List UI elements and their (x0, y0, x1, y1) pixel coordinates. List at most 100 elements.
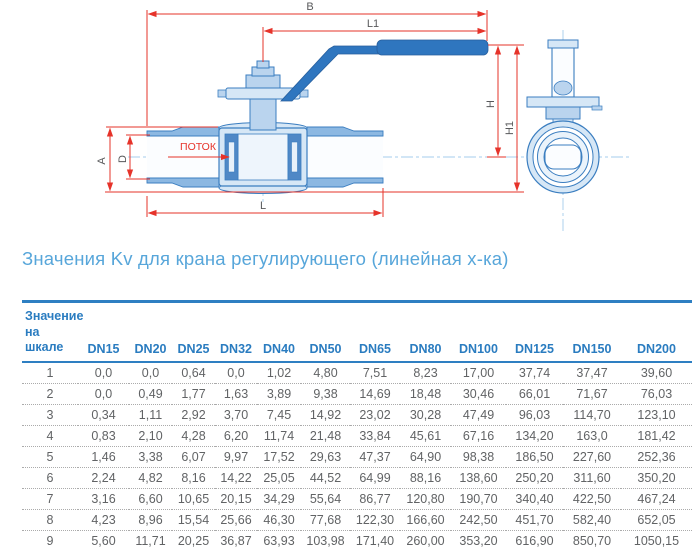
kv-value-cell: 3,16 (91, 491, 116, 506)
right-pipe-wall-bottom (306, 177, 384, 188)
kv-row-scale-9: 9 5,60 11,71 20,25 36,87 63,93 103,98 171,40 260… (22, 530, 692, 551)
kv-row-scale-3: 3 0,34 1,11 2,92 3,70 7,45 14,92 23,02 30,28 47,4… (22, 404, 692, 426)
kv-value-cell: 190,70 (459, 491, 498, 506)
kv-value-cell: 2,24 (91, 470, 116, 485)
kv-value-cell: 1,77 (181, 386, 206, 401)
kv-value-cell: 0,64 (181, 365, 206, 380)
kv-value-cell: 39,60 (640, 365, 673, 380)
kv-value-cell: 25,66 (220, 512, 252, 527)
kv-value-cell: 2,10 (138, 428, 163, 443)
kv-value-cell: 17,00 (462, 365, 495, 380)
kv-value-cell: 96,03 (518, 407, 551, 422)
dn-column-header-dn40: DN40 (263, 341, 295, 356)
kv-value-cell: 46,30 (263, 512, 295, 527)
dn-column-header-dn20: DN20 (134, 341, 167, 356)
dim-label-d: D (117, 155, 129, 163)
kv-value-cell: 1,46 (91, 449, 116, 464)
kv-value-cell: 103,98 (306, 533, 345, 548)
kv-value-cell: 21,48 (309, 428, 342, 443)
kv-value-cell: 652,05 (637, 512, 676, 527)
kv-value-cell: 8,23 (413, 365, 438, 380)
kv-value-cell: 30,46 (462, 386, 495, 401)
kv-value-cell: 77,68 (309, 512, 342, 527)
kv-value-cell: 4,80 (313, 365, 338, 380)
kv-table-container: Значение на шкале DN15 DN20 DN25 DN32 DN40 DN… (22, 300, 692, 551)
dn-column-header-dn65: DN65 (359, 341, 391, 356)
kv-row-scale-7: 7 3,16 6,60 10,65 20,15 34,29 55,64 86,77 120,80… (22, 488, 692, 510)
kv-row-scale-4: 4 0,83 2,10 4,28 6,20 11,74 21,48 33,84 45,61 67,… (22, 425, 692, 447)
kv-value-cell: 122,30 (355, 512, 395, 527)
kv-value-cell: 616,90 (515, 533, 554, 548)
scale-value-cell: 7 (46, 491, 54, 506)
valve-side-view (526, 39, 603, 194)
scale-value-cell: 1 (46, 365, 54, 380)
kv-value-cell: 98,38 (462, 449, 495, 464)
stem-nut-end (553, 80, 573, 96)
left-pipe-wall-bottom (146, 177, 220, 188)
kv-value-cell: 353,20 (459, 533, 498, 548)
scale-header-line2: на шкале (25, 324, 64, 355)
kv-value-cell: 76,03 (640, 386, 673, 401)
kv-value-cell: 186,50 (515, 449, 554, 464)
scale-value-cell: 6 (46, 470, 54, 485)
dn-column-header-dn25: DN25 (177, 341, 210, 356)
ball-port-end (544, 144, 582, 170)
kv-value-cell: 6,07 (181, 449, 206, 464)
ball-chamber (237, 133, 289, 181)
valve-technical-drawing: B L1 H H1 A D L ПОТОК (96, 1, 632, 232)
kv-value-cell: 11,74 (263, 428, 295, 443)
right-pipe-bore (307, 136, 383, 178)
kv-value-cell: 250,20 (515, 470, 554, 485)
dn-column-header-dn80: DN80 (409, 341, 442, 356)
kv-value-cell: 11,71 (135, 533, 166, 548)
kv-value-cell: 0,0 (94, 386, 113, 401)
kv-value-cell: 3,70 (223, 407, 249, 422)
kv-value-cell: 114,70 (573, 407, 611, 422)
dn-column-header-dn50: DN50 (309, 341, 342, 356)
valve-main-view (146, 39, 489, 194)
kv-row-scale-2: 2 0,0 0,49 1,77 1,63 3,89 9,38 14,69 18,48 30,46 6… (22, 383, 692, 405)
scale-value-cell: 2 (46, 386, 54, 401)
dim-label-l1: L1 (367, 18, 379, 30)
kv-row-scale-8: 8 4,23 8,96 15,54 25,66 46,30 77,68 122,30 166,6… (22, 509, 692, 531)
stem-tip (256, 60, 270, 69)
kv-value-cell: 29,63 (309, 449, 342, 464)
kv-value-cell: 0,0 (227, 365, 245, 380)
dn-column-header-dn150: DN150 (572, 341, 612, 356)
dimension-labels: B L1 H H1 A D L ПОТОК (96, 1, 516, 212)
kv-value-cell: 10,65 (177, 491, 210, 506)
kv-value-cell: 86,77 (359, 491, 391, 506)
dim-label-b: B (306, 1, 313, 13)
kv-value-cell: 0,34 (91, 407, 116, 422)
kv-value-cell: 64,99 (359, 470, 391, 485)
seat-slot-right (291, 141, 298, 173)
kv-value-cell: 340,40 (515, 491, 554, 506)
kv-value-cell: 14,69 (359, 386, 391, 401)
dn-column-header-dn15: DN15 (87, 341, 120, 356)
kv-table: Значение на шкале DN15 DN20 DN25 DN32 DN40 DN… (22, 300, 692, 551)
scale-value-cell: 4 (46, 428, 54, 443)
kv-value-cell: 260,00 (406, 533, 445, 548)
kv-value-cell: 467,24 (637, 491, 676, 506)
kv-value-cell: 134,20 (515, 428, 554, 443)
kv-value-cell: 1050,15 (633, 533, 680, 548)
kv-value-cell: 2,92 (181, 407, 206, 422)
kv-row-scale-5: 5 1,46 3,38 6,07 9,97 17,52 29,63 47,37 64,90 98,… (22, 446, 692, 468)
left-pipe-wall-top (146, 126, 220, 137)
neck-block-end (545, 106, 581, 120)
kv-value-cell: 55,64 (309, 491, 342, 506)
kv-value-cell: 23,02 (359, 407, 391, 422)
kv-value-cell: 4,82 (138, 470, 163, 485)
kv-value-cell: 34,29 (263, 491, 295, 506)
kv-value-cell: 67,16 (462, 428, 495, 443)
kv-value-cell: 1,63 (223, 386, 249, 401)
scale-header-line1: Значение (25, 309, 84, 323)
kv-value-cell: 582,40 (572, 512, 612, 527)
kv-value-cell: 17,52 (263, 449, 295, 464)
kv-value-cell: 0,83 (91, 428, 116, 443)
kv-value-cell: 8,96 (138, 512, 163, 527)
kv-value-cell: 3,89 (266, 386, 292, 401)
flange-plate-end (526, 96, 600, 108)
dn-column-header-dn32: DN32 (220, 341, 252, 356)
kv-value-cell: 36,87 (220, 533, 252, 548)
